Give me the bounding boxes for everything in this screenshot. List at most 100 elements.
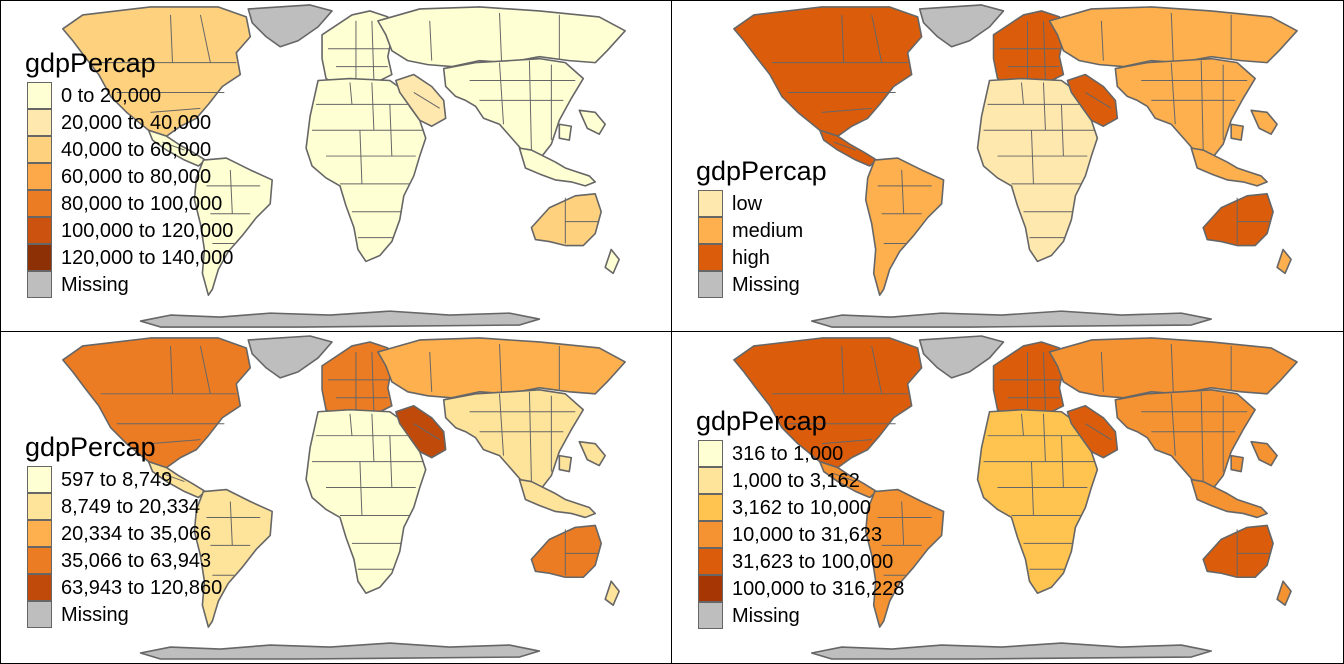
legend-label: Missing <box>61 274 129 296</box>
region-islands <box>1190 440 1292 606</box>
legend-label: 40,000 to 60,000 <box>61 139 212 161</box>
country-borders-australia <box>1236 529 1272 576</box>
region-australia <box>1202 524 1274 579</box>
country-borders-na <box>100 345 237 445</box>
legend-swatch <box>698 521 723 548</box>
legend-label: 10,000 to 31,623 <box>732 524 883 546</box>
legend-swatch <box>27 190 52 217</box>
legend-swatch <box>698 244 723 271</box>
legend-label: Missing <box>732 605 800 627</box>
legend-item: 100,000 to 316,228 <box>696 575 904 602</box>
region-arabia <box>395 73 447 128</box>
region-antarctica <box>810 642 1212 660</box>
country-borders-asia <box>469 60 576 151</box>
legend-item: 40,000 to 60,000 <box>25 136 211 163</box>
legend-label: 35,066 to 63,943 <box>61 550 212 572</box>
legend-label: 20,334 to 35,066 <box>61 523 212 545</box>
legend-item: Missing <box>696 271 827 298</box>
region-sa <box>193 488 273 628</box>
legend-label: 20,000 to 40,000 <box>61 112 212 134</box>
region-asia <box>1114 57 1256 163</box>
legend-label: 100,000 to 316,228 <box>732 578 905 600</box>
region-asia <box>442 389 585 495</box>
legend-item: 60,000 to 80,000 <box>25 163 211 190</box>
region-greenland <box>247 4 333 48</box>
country-borders-europe <box>999 351 1062 412</box>
legend-item: 120,000 to 140,000 <box>25 244 233 271</box>
country-borders-arabia <box>413 423 440 441</box>
country-borders-na <box>100 14 237 113</box>
region-russia <box>1048 337 1298 399</box>
legend-label: medium <box>732 220 804 242</box>
legend-label: 80,000 to 100,000 <box>61 193 223 215</box>
country-borders-sa <box>206 169 261 245</box>
region-antarctica <box>139 310 541 328</box>
legend-swatch <box>27 520 52 547</box>
legend-swatch <box>27 493 52 520</box>
country-borders-australia <box>1236 197 1272 244</box>
region-islands <box>518 109 620 275</box>
legend-swatch <box>27 547 52 574</box>
legend-item: 35,066 to 63,943 <box>25 547 211 574</box>
legend-label: Missing <box>61 604 129 626</box>
legend-swatch <box>27 601 52 628</box>
country-borders-europe <box>999 20 1062 81</box>
region-russia <box>377 6 626 68</box>
legend-item: 63,943 to 120,860 <box>25 574 222 601</box>
world-map <box>62 335 626 660</box>
legend-item: low <box>696 190 827 217</box>
legend-item: 20,000 to 40,000 <box>25 109 211 136</box>
legend-label: 3,162 to 10,000 <box>732 497 872 519</box>
region-sa <box>864 157 945 297</box>
region-asia <box>1114 389 1256 495</box>
legend: gdpPercap low medium high Missing <box>696 156 827 298</box>
region-greenland <box>247 335 333 379</box>
legend: gdpPercap 316 to 1,000 1,000 to 3,162 3,16… <box>696 406 904 629</box>
country-borders-sa <box>877 169 932 245</box>
legend-swatch <box>698 494 723 521</box>
legend-label: Missing <box>732 274 800 296</box>
region-na <box>733 337 923 469</box>
legend-item: 31,623 to 100,000 <box>696 548 893 575</box>
region-greenland <box>918 4 1005 48</box>
legend-label: 597 to 8,749 <box>61 469 173 491</box>
legend-label: 63,943 to 120,860 <box>61 577 223 599</box>
region-sa <box>864 488 945 628</box>
country-borders-arabia <box>1085 423 1112 441</box>
legend-swatch <box>698 602 723 629</box>
country-borders-europe <box>328 20 390 81</box>
legend-item: 100,000 to 120,000 <box>25 217 233 244</box>
legend-label: high <box>732 247 770 269</box>
region-asia <box>442 57 585 163</box>
legend-swatch <box>27 109 52 136</box>
legend-item: Missing <box>25 601 156 628</box>
legend-item: 8,749 to 20,334 <box>25 493 200 520</box>
map-panel-quantile: gdpPercap 597 to 8,749 8,749 to 20,334 20,… <box>0 331 672 664</box>
legend-item: 0 to 20,000 <box>25 82 161 109</box>
legend-title: gdpPercap <box>696 406 827 436</box>
world-map <box>733 4 1298 328</box>
legend-swatch <box>698 271 723 298</box>
country-borders-russia <box>1100 12 1232 61</box>
legend-item: 20,334 to 35,066 <box>25 520 211 547</box>
legend-swatch <box>27 244 52 271</box>
map-panel-categorical: gdpPercap low medium high Missing <box>671 0 1344 332</box>
legend-swatch <box>27 82 52 109</box>
legend-swatch <box>27 163 52 190</box>
legend-item: high <box>696 244 827 271</box>
legend-swatch <box>27 574 52 601</box>
region-antarctica <box>810 310 1212 328</box>
legend-item: 3,162 to 10,000 <box>696 494 871 521</box>
region-arabia <box>395 404 447 459</box>
legend-swatch <box>698 190 723 217</box>
map-panel-log-breaks: gdpPercap 316 to 1,000 1,000 to 3,162 3,16… <box>671 331 1344 664</box>
country-borders-ca <box>162 473 185 483</box>
legend-label: 60,000 to 80,000 <box>61 166 212 188</box>
country-borders-na <box>771 345 908 445</box>
country-borders-arabia <box>413 92 440 109</box>
legend-title: gdpPercap <box>696 156 827 186</box>
region-arabia <box>1066 404 1119 459</box>
region-ca <box>818 129 878 167</box>
world-map <box>62 4 626 328</box>
region-africa <box>976 408 1099 595</box>
